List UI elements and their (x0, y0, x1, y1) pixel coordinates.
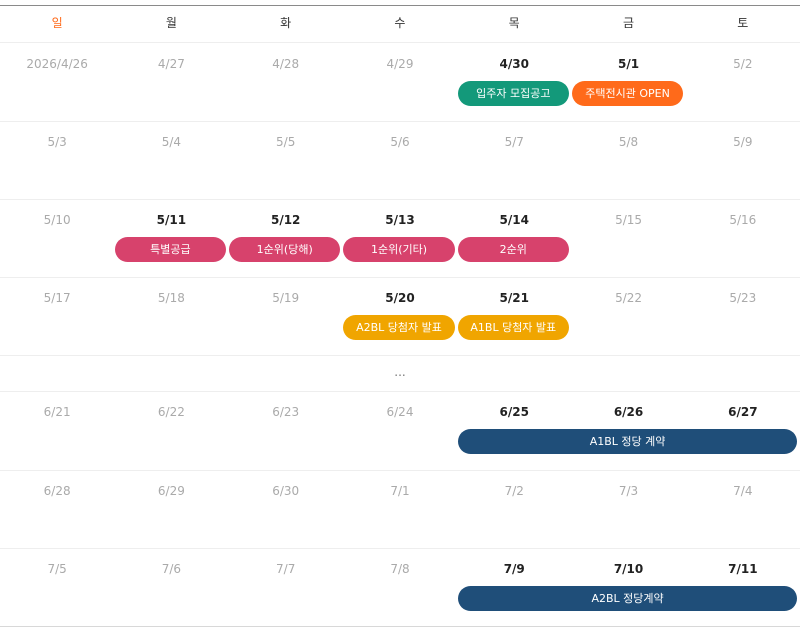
week-row: 5/3 5/4 5/5 5/6 5/7 5/8 5/9 (0, 121, 800, 200)
event-pill[interactable]: 입주자 모집공고 (457, 81, 569, 106)
ellipsis-row: ... (0, 355, 800, 392)
date-cell[interactable]: 7/8 (390, 562, 410, 576)
week-row: 6/28 6/29 6/30 7/1 7/2 7/3 7/4 (0, 470, 800, 549)
weekday-sun: 일 (51, 16, 63, 30)
date-cell[interactable]: 5/21 (499, 291, 529, 305)
date-cell[interactable]: 5/22 (615, 291, 643, 305)
date-cell[interactable]: 6/24 (386, 405, 414, 419)
date-cell[interactable]: 7/3 (618, 484, 639, 498)
date-cell[interactable]: 5/6 (390, 135, 410, 149)
date-cell[interactable]: 4/27 (157, 57, 185, 71)
date-cell[interactable]: 5/16 (729, 213, 757, 227)
event-pill[interactable]: A1BL 정당 계약 (457, 429, 798, 454)
date-cell[interactable]: 5/14 (499, 213, 529, 227)
date-cell[interactable]: 5/7 (504, 135, 524, 149)
date-cell[interactable]: 6/28 (43, 484, 71, 498)
date-cell[interactable]: 5/20 (385, 291, 415, 305)
date-cell[interactable]: 5/12 (270, 213, 301, 227)
date-cell[interactable]: 5/4 (161, 135, 182, 149)
date-cell[interactable]: 6/26 (613, 405, 644, 419)
date-cell[interactable]: 7/2 (504, 484, 524, 498)
weekday-thu: 목 (508, 16, 520, 30)
date-cell[interactable]: 6/25 (499, 405, 529, 419)
date-cell[interactable]: 5/18 (157, 291, 185, 305)
date-cell[interactable]: 4/30 (499, 57, 529, 71)
date-cell[interactable]: 5/17 (43, 291, 71, 305)
date-cell[interactable]: 5/11 (156, 213, 187, 227)
date-cell[interactable]: 5/9 (733, 135, 753, 149)
week-row: 5/10 5/11 5/12 5/13 5/14 5/15 5/16 특별공급 1순위(당해) 1… (0, 199, 800, 278)
ellipsis-text: ... (394, 365, 406, 379)
date-cell[interactable]: 6/30 (272, 484, 300, 498)
event-pill[interactable]: 1순위(당해) (229, 237, 341, 262)
date-cell[interactable]: 6/21 (43, 405, 71, 419)
week-row: 2026/4/26 4/27 4/28 4/29 4/30 5/1 5/2 입주자 모집공고 주… (0, 43, 800, 122)
event-pill[interactable]: 주택전시관 OPEN (571, 81, 684, 106)
week-row: 5/17 5/18 5/19 5/20 5/21 5/22 5/23 A2BL 당첨자 발표 A… (0, 277, 800, 356)
date-cell[interactable]: 5/3 (47, 135, 67, 149)
date-cell[interactable]: 7/1 (390, 484, 410, 498)
date-cell[interactable]: 6/27 (728, 405, 758, 419)
weekday-tue: 화 (280, 16, 292, 30)
date-cell[interactable]: 2026/4/26 (26, 57, 88, 71)
date-cell[interactable]: 5/23 (729, 291, 757, 305)
date-cell[interactable]: 6/23 (272, 405, 300, 419)
date-cell[interactable]: 7/10 (613, 562, 644, 576)
weekday-sat: 토 (737, 16, 749, 30)
date-cell[interactable]: 4/29 (386, 57, 414, 71)
bottom-border (0, 626, 800, 627)
date-cell[interactable]: 6/22 (157, 405, 185, 419)
weekday-wed: 수 (394, 16, 406, 30)
date-cell[interactable]: 5/19 (272, 291, 300, 305)
weekday-header: 일 월 화 수 목 금 토 (0, 6, 800, 43)
week-row: 7/5 7/6 7/7 7/8 7/9 7/10 7/11 A2BL 정당계약 (0, 548, 800, 627)
date-cell[interactable]: 7/7 (276, 562, 296, 576)
weekday-mon: 월 (165, 16, 177, 30)
date-cell[interactable]: 7/4 (733, 484, 753, 498)
date-cell[interactable]: 5/8 (618, 135, 639, 149)
date-cell[interactable]: 5/5 (276, 135, 296, 149)
event-pill[interactable]: A2BL 정당계약 (457, 586, 798, 611)
date-cell[interactable]: 5/13 (385, 213, 415, 227)
event-pill[interactable]: 2순위 (457, 237, 569, 262)
event-pill[interactable]: 1순위(기타) (343, 237, 455, 262)
event-pill[interactable]: A2BL 당첨자 발표 (343, 315, 455, 340)
date-cell[interactable]: 7/5 (47, 562, 67, 576)
date-cell[interactable]: 7/6 (161, 562, 182, 576)
date-cell[interactable]: 5/15 (615, 213, 643, 227)
top-border (0, 5, 800, 6)
weekday-fri: 금 (622, 16, 634, 30)
date-cell[interactable]: 6/29 (157, 484, 185, 498)
week-row: 6/21 6/22 6/23 6/24 6/25 6/26 6/27 A1BL 정당 계약 (0, 391, 800, 471)
date-cell[interactable]: 7/9 (503, 562, 525, 576)
date-cell[interactable]: 7/11 (728, 562, 758, 576)
date-cell[interactable]: 5/10 (43, 213, 71, 227)
event-pill[interactable]: A1BL 당첨자 발표 (457, 315, 569, 340)
date-cell[interactable]: 5/2 (733, 57, 753, 71)
date-cell[interactable]: 5/1 (617, 57, 640, 71)
event-pill[interactable]: 특별공급 (114, 237, 227, 262)
date-cell[interactable]: 4/28 (272, 57, 300, 71)
